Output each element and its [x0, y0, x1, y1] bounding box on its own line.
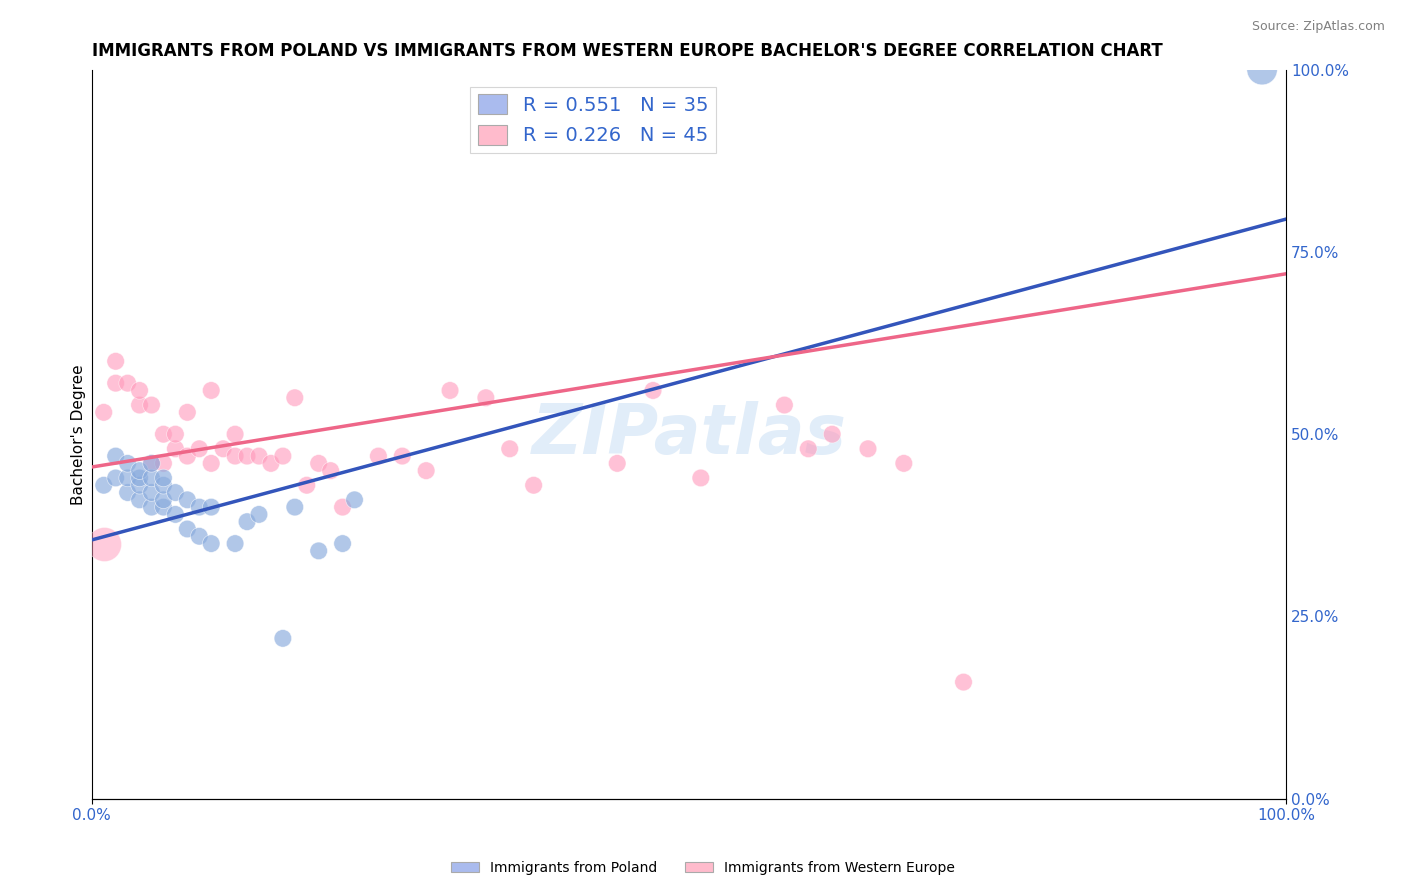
Legend: R = 0.551   N = 35, R = 0.226   N = 45: R = 0.551 N = 35, R = 0.226 N = 45 [471, 87, 716, 153]
Point [200, 500, 222, 515]
Point [117, 485, 139, 500]
Point [821, 427, 844, 442]
Point [224, 427, 246, 442]
Point [332, 536, 354, 550]
Point [188, 500, 211, 515]
Point [117, 471, 139, 485]
Point [856, 442, 879, 456]
Point [117, 376, 139, 391]
Point [104, 376, 127, 391]
Point [212, 442, 235, 456]
Point [271, 632, 294, 646]
Point [141, 500, 163, 515]
Point [641, 384, 664, 398]
Point [200, 536, 222, 550]
Point [176, 405, 198, 419]
Point [284, 500, 307, 515]
Point [141, 471, 163, 485]
Point [93, 405, 115, 419]
Point [104, 471, 127, 485]
Point [93, 536, 115, 550]
Point [93, 478, 115, 492]
Point [247, 449, 270, 463]
Point [104, 354, 127, 368]
Point [773, 398, 796, 412]
Point [128, 492, 150, 507]
Point [284, 391, 307, 405]
Point [952, 675, 974, 690]
Point [141, 485, 163, 500]
Point [236, 515, 259, 529]
Point [391, 449, 413, 463]
Point [200, 456, 222, 470]
Point [152, 492, 174, 507]
Point [1251, 62, 1274, 77]
Point [236, 449, 259, 463]
Point [152, 500, 174, 515]
Point [176, 449, 198, 463]
Point [141, 456, 163, 470]
Point [128, 384, 150, 398]
Point [176, 492, 198, 507]
Point [117, 456, 139, 470]
Point [165, 485, 187, 500]
Point [689, 471, 711, 485]
Legend: Immigrants from Poland, Immigrants from Western Europe: Immigrants from Poland, Immigrants from … [446, 855, 960, 880]
Text: Source: ZipAtlas.com: Source: ZipAtlas.com [1251, 20, 1385, 33]
Point [308, 544, 330, 558]
Text: ZIPatlas: ZIPatlas [531, 401, 846, 467]
Point [152, 427, 174, 442]
Point [128, 478, 150, 492]
Point [141, 456, 163, 470]
Y-axis label: Bachelor's Degree: Bachelor's Degree [72, 364, 86, 505]
Point [152, 456, 174, 470]
Point [165, 442, 187, 456]
Point [128, 398, 150, 412]
Point [295, 478, 318, 492]
Point [224, 449, 246, 463]
Point [499, 442, 522, 456]
Point [260, 456, 283, 470]
Point [308, 456, 330, 470]
Point [165, 427, 187, 442]
Point [893, 456, 915, 470]
Point [606, 456, 628, 470]
Point [332, 500, 354, 515]
Point [797, 442, 820, 456]
Point [343, 492, 366, 507]
Point [152, 478, 174, 492]
Point [188, 442, 211, 456]
Point [128, 464, 150, 478]
Point [415, 464, 437, 478]
Point [141, 398, 163, 412]
Point [128, 471, 150, 485]
Point [367, 449, 389, 463]
Point [200, 384, 222, 398]
Point [439, 384, 461, 398]
Point [475, 391, 498, 405]
Point [224, 536, 246, 550]
Point [176, 522, 198, 536]
Point [104, 449, 127, 463]
Point [319, 464, 342, 478]
Point [152, 471, 174, 485]
Point [165, 508, 187, 522]
Point [271, 449, 294, 463]
Text: IMMIGRANTS FROM POLAND VS IMMIGRANTS FROM WESTERN EUROPE BACHELOR'S DEGREE CORRE: IMMIGRANTS FROM POLAND VS IMMIGRANTS FRO… [91, 42, 1163, 60]
Point [247, 508, 270, 522]
Point [523, 478, 546, 492]
Point [188, 529, 211, 543]
